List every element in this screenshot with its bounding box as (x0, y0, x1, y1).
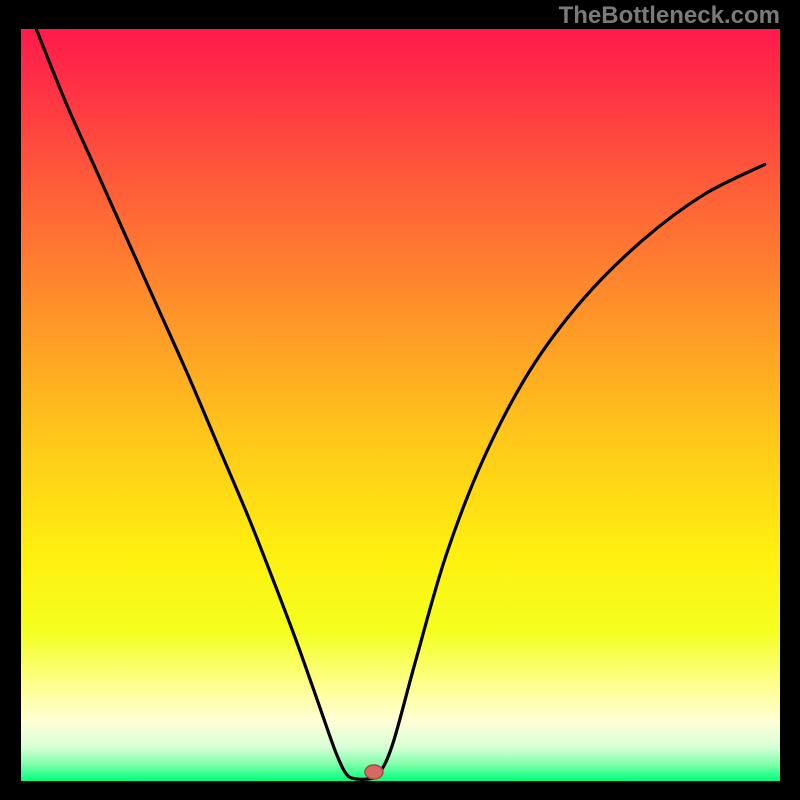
watermark: TheBottleneck.com (559, 2, 780, 30)
plot-area (21, 29, 780, 781)
chart-overlay (21, 29, 780, 781)
chart-container: { "watermark": { "text": "TheBottleneck.… (0, 0, 800, 800)
bottleneck-curve (36, 29, 765, 779)
watermark-text: TheBottleneck.com (559, 2, 780, 29)
optimum-marker (365, 765, 383, 779)
